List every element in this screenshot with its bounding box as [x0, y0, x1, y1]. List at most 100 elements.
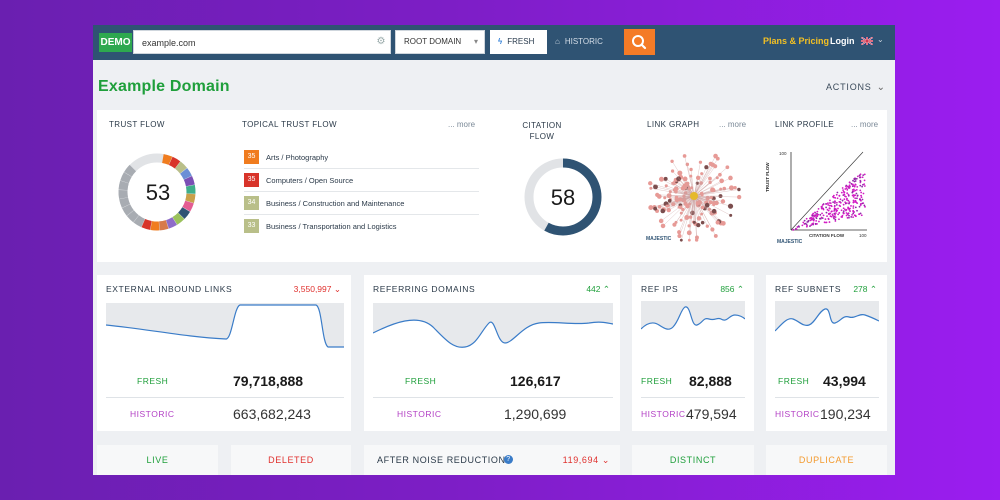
- link-profile-point: [833, 202, 836, 205]
- link-profile-point: [835, 208, 837, 211]
- link-profile-more-link[interactable]: ... more: [851, 120, 879, 129]
- link-profile-point: [842, 189, 844, 192]
- link-graph-node: [710, 187, 716, 193]
- topic-row[interactable]: 34 Business / Construction and Maintenan…: [244, 193, 479, 215]
- link-profile-point: [842, 190, 845, 193]
- link-graph-nodes: [648, 153, 742, 242]
- link-graph-edge: [655, 195, 695, 209]
- topic-row[interactable]: 33 Business / Transportation and Logisti…: [244, 216, 479, 237]
- link-profile-point: [831, 210, 833, 213]
- fresh-tab[interactable]: ϟ FRESH: [490, 30, 547, 54]
- trust-flow-segment: [178, 207, 190, 219]
- topical-trust-flow-more-link[interactable]: ... more: [448, 120, 476, 129]
- link-profile-scatter[interactable]: [775, 146, 871, 238]
- trend-sparkline[interactable]: [106, 303, 344, 349]
- link-graph-node: [677, 170, 683, 176]
- link-graph-node: [697, 200, 702, 205]
- historic-value: 663,682,243: [233, 406, 311, 422]
- link-profile-point: [805, 225, 808, 228]
- trend-down-icon: ⌄: [333, 284, 341, 294]
- fresh-value: 126,617: [510, 373, 561, 389]
- link-graph-edge: [693, 195, 724, 224]
- metric-change-value: 3,550,997: [293, 284, 332, 294]
- app-window: DEMO ⚙ ROOT DOMAIN ▾ ϟ FRESH ⌂ HISTORIC Pl…: [93, 25, 895, 475]
- link-graph-edge: [693, 195, 731, 207]
- divider: [106, 397, 344, 398]
- topic-row[interactable]: 35 Computers / Open Source: [244, 170, 479, 192]
- trend-sparkline[interactable]: [775, 301, 879, 341]
- trust-flow-label: TRUST FLOW: [109, 120, 165, 129]
- citation-flow-label-line2: FLOW: [529, 132, 555, 141]
- link-profile-point: [862, 192, 865, 195]
- link-graph-node: [686, 230, 692, 236]
- topic-row[interactable]: 35 Arts / Photography: [244, 147, 479, 169]
- link-graph-edge: [693, 195, 703, 223]
- link-profile-point: [833, 205, 836, 208]
- link-graph-node: [681, 207, 685, 212]
- live-tab[interactable]: LIVE: [97, 445, 218, 475]
- link-profile-point: [838, 212, 841, 214]
- link-graph-hub: [690, 192, 698, 200]
- link-profile-point: [829, 215, 832, 218]
- link-profile-point: [859, 180, 862, 183]
- link-graph-node: [670, 169, 675, 173]
- metric-change: 278 ⌃: [853, 284, 877, 295]
- trend-sparkline[interactable]: [641, 301, 745, 341]
- link-graph-image[interactable]: [644, 146, 744, 246]
- search-input[interactable]: [140, 31, 374, 55]
- link-profile-point: [855, 192, 858, 195]
- search-box[interactable]: ⚙: [133, 30, 391, 55]
- deleted-tab[interactable]: DELETED: [231, 445, 351, 475]
- link-graph-node: [685, 203, 690, 209]
- link-graph-node: [689, 167, 693, 172]
- topic-label: Computers / Open Source: [266, 176, 354, 185]
- login-link[interactable]: Login: [830, 36, 855, 46]
- link-graph-node: [708, 180, 712, 185]
- clear-search-icon[interactable]: ⚙: [376, 36, 386, 47]
- trust-flow-donut[interactable]: [115, 150, 199, 234]
- chevron-down-icon: ⌄: [876, 82, 886, 93]
- link-graph-node: [727, 203, 734, 209]
- link-graph-node: [712, 200, 717, 205]
- link-graph-edge: [680, 195, 695, 221]
- noise-reduction-tab[interactable]: AFTER NOISE REDUCTION ? 119,694 ⌄: [364, 445, 620, 475]
- link-profile-point: [859, 184, 862, 187]
- language-chevron-icon[interactable]: ⌄: [877, 35, 884, 44]
- link-profile-point: [846, 213, 849, 216]
- trend-sparkline[interactable]: [373, 303, 613, 355]
- divider: [641, 397, 745, 398]
- uk-flag-icon[interactable]: [861, 37, 873, 45]
- link-graph-node: [676, 176, 682, 182]
- link-profile-point: [828, 207, 831, 210]
- link-graph-node: [677, 230, 682, 235]
- link-profile-point: [843, 193, 846, 196]
- search-button[interactable]: [624, 29, 655, 55]
- link-graph-more-link[interactable]: ... more: [719, 120, 747, 129]
- link-graph-node: [695, 175, 701, 181]
- duplicate-tab[interactable]: DUPLICATE: [766, 445, 887, 475]
- root-domain-select[interactable]: ROOT DOMAIN ▾: [395, 30, 485, 54]
- link-profile-point: [856, 209, 858, 212]
- link-profile-point: [851, 191, 854, 194]
- link-graph-node: [704, 202, 710, 208]
- trend-down-icon: ⌄: [601, 455, 610, 465]
- historic-tab[interactable]: ⌂ HISTORIC: [549, 30, 619, 54]
- help-icon[interactable]: ?: [504, 455, 513, 464]
- distinct-tab[interactable]: DISTINCT: [632, 445, 754, 475]
- trust-flow-segment: [174, 161, 187, 174]
- actions-menu[interactable]: ACTIONS ⌄: [826, 82, 886, 93]
- plans-pricing-link[interactable]: Plans & Pricing: [763, 36, 830, 46]
- citation-flow-donut[interactable]: [521, 155, 605, 239]
- historic-label: HISTORIC: [397, 409, 442, 419]
- link-profile-point: [845, 212, 848, 214]
- divider: [775, 397, 879, 398]
- link-graph-node: [715, 156, 720, 161]
- link-profile-point: [854, 178, 857, 180]
- citation-flow-value: 58: [550, 185, 576, 210]
- link-profile-point: [826, 215, 828, 218]
- link-profile-point: [852, 188, 855, 191]
- trust-flow-segment: [141, 218, 152, 230]
- link-profile-point: [854, 194, 857, 197]
- metric-card-referring-domains: REFERRING DOMAINS 442 ⌃ FRESH 126,617 HI…: [364, 275, 620, 431]
- topic-score-badge: 35: [244, 150, 259, 164]
